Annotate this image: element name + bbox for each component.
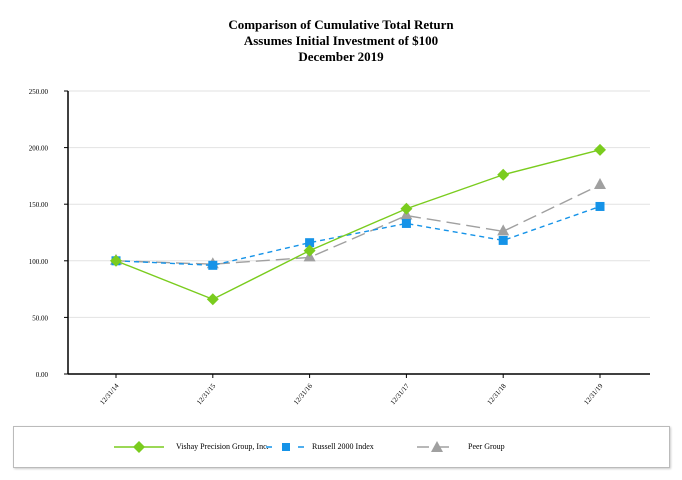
- y-tick-label: 250.00: [29, 88, 49, 96]
- title-line-1: Comparison of Cumulative Total Return: [228, 17, 454, 32]
- x-tick-label: 12/31/14: [98, 382, 120, 407]
- title-line-2: Assumes Initial Investment of $100: [243, 33, 439, 48]
- series-line-1: [115, 205, 601, 267]
- legend: Vishay Precision Group, Inc. Russell 200…: [13, 426, 670, 468]
- x-tick-label: 12/31/19: [582, 382, 604, 407]
- y-tick-label: 100.00: [29, 258, 49, 266]
- data-point-diamond: [206, 293, 219, 306]
- line-chart: 0.00 50.00 100.00 150.00 200.00 250.00 12/31/1…: [29, 88, 650, 407]
- data-point-diamond: [497, 168, 510, 181]
- legend-label-russell: Russell 2000 Index: [312, 442, 374, 451]
- x-tick-label: 12/31/15: [195, 382, 217, 407]
- y-tick-label: 150.00: [29, 201, 49, 209]
- title-line-3: December 2019: [298, 49, 384, 64]
- y-tick-label: 0.00: [36, 371, 49, 379]
- x-tick-label: 12/31/16: [292, 382, 314, 407]
- data-point-diamond: [594, 143, 606, 156]
- legend-label-vishay: Vishay Precision Group, Inc.: [176, 442, 269, 451]
- x-tick-label: 12/31/18: [486, 382, 508, 407]
- data-point-square: [595, 201, 605, 211]
- data-point-square: [498, 235, 508, 245]
- chart-title: Comparison of Cumulative Total Return As…: [0, 17, 682, 65]
- data-point-square: [401, 218, 411, 228]
- data-point-triangle: [594, 177, 606, 189]
- data-point-square: [305, 238, 315, 248]
- data-point-diamond: [400, 202, 413, 215]
- legend-marker-russell: [266, 443, 308, 451]
- data-point-square: [208, 260, 218, 270]
- data-point-diamond: [303, 244, 316, 257]
- data-point-diamond: [110, 254, 122, 267]
- legend-label-peer: Peer Group: [468, 442, 505, 451]
- legend-marker-peer: [417, 441, 457, 452]
- y-tick-label: 50.00: [32, 314, 48, 322]
- y-tick-label: 200.00: [29, 145, 49, 153]
- series-line-2: [115, 184, 601, 265]
- legend-marker-vishay: [114, 441, 164, 453]
- series-line-0: [115, 149, 601, 301]
- data-point-triangle: [497, 224, 510, 236]
- x-tick-label: 12/31/17: [389, 382, 411, 407]
